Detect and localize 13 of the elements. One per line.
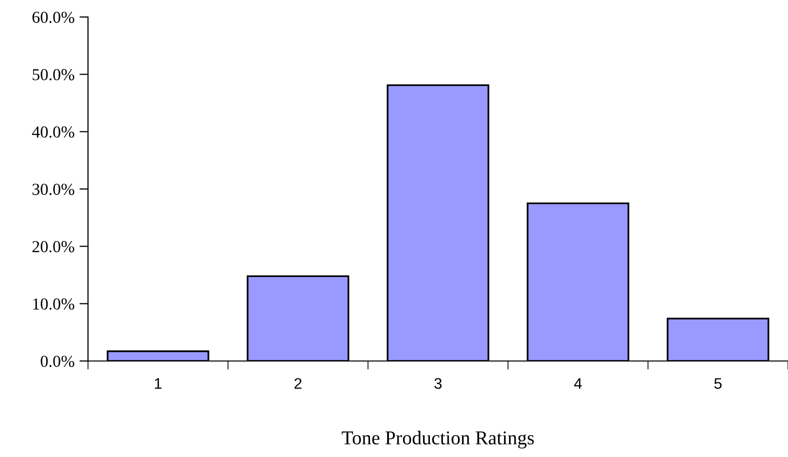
y-tick-label: 50.0% [32, 69, 74, 80]
y-tick-label: 20.0% [32, 241, 74, 252]
y-tick-label: 40.0% [32, 126, 74, 138]
y-tick-label: 30.0% [32, 184, 74, 196]
x-tick-label: 5 [714, 378, 722, 389]
x-tick-label: 3 [434, 378, 442, 389]
y-tick-label: 60.0% [32, 12, 74, 24]
y-tick-label: 0.0% [40, 356, 74, 368]
x-tick-label: 4 [574, 378, 582, 389]
y-tick-label: 10.0% [33, 298, 74, 310]
x-tick-label: 2 [294, 378, 302, 389]
x-axis-title: Tone Production Ratings [342, 430, 534, 448]
x-tick-label: 1 [154, 378, 162, 389]
